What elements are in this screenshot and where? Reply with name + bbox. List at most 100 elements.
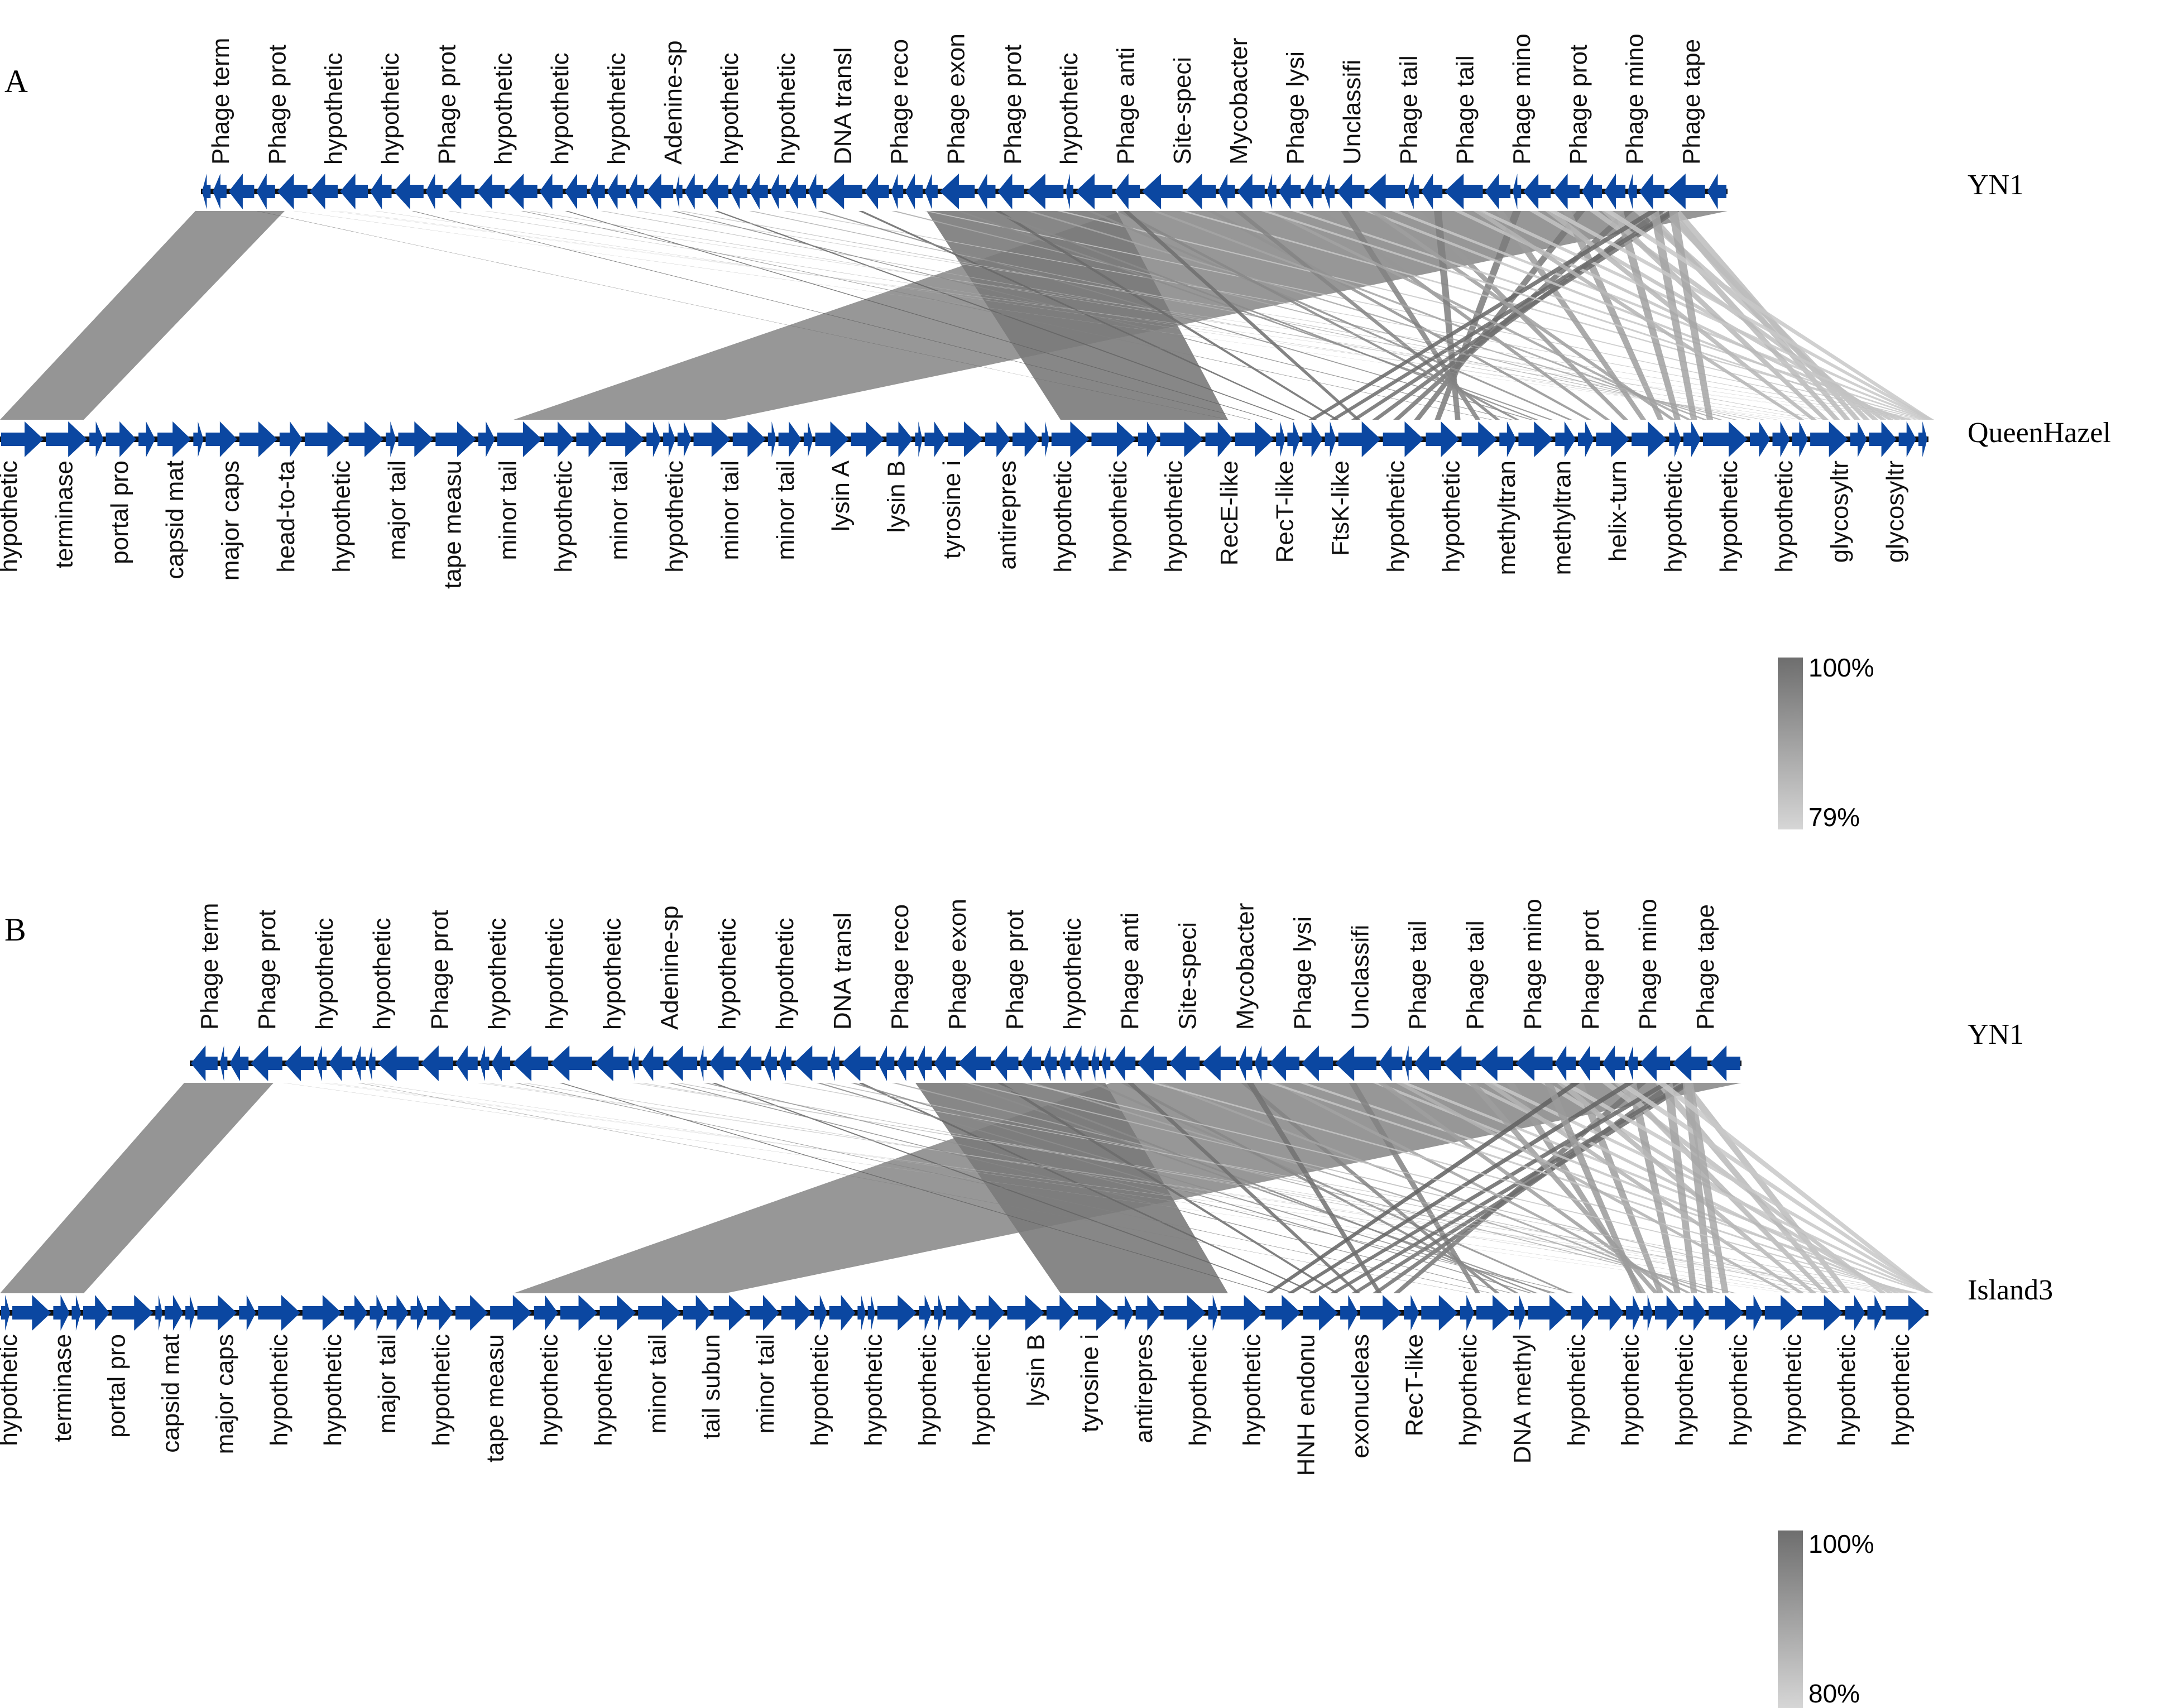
similarity-ribbon xyxy=(1373,1083,1907,1293)
gene-arrow xyxy=(985,421,1010,457)
gene-arrow xyxy=(455,1045,478,1081)
panel-label: A xyxy=(4,63,28,99)
top-gene-label-10: hypothetic xyxy=(771,918,799,1030)
gene-arrow xyxy=(410,1295,425,1331)
top-gene-label-19: Phage lysi xyxy=(1282,51,1309,165)
gene-arrow xyxy=(781,1295,812,1331)
similarity-ribbon xyxy=(965,1083,1850,1293)
top-gene-label-0: Phage term xyxy=(196,903,223,1030)
top-gene-label-1: Phage prot xyxy=(263,45,291,165)
gene-arrow xyxy=(1160,421,1203,457)
bottom-gene-label-24: FtsK-like xyxy=(1327,460,1354,556)
bottom-gene-label-1: terminase xyxy=(50,460,78,568)
similarity-ribbon xyxy=(1614,211,1681,420)
top-gene-label-7: hypothetic xyxy=(603,52,630,165)
similarity-ribbon xyxy=(924,211,1922,420)
bottom-gene-label-11: hypothetic xyxy=(589,1334,617,1446)
similarity-ribbon xyxy=(1668,211,1714,420)
gene-arrow xyxy=(1499,421,1517,457)
similarity-ribbon xyxy=(636,211,1913,420)
similarity-ribbon xyxy=(529,211,1816,420)
gene-arrow xyxy=(693,421,731,457)
top-gene-label-8: Adenine-sp xyxy=(656,905,684,1030)
gene-arrow xyxy=(934,1295,944,1331)
top-genome-track: Phage term Phage prot hypothetic hypothetic… xyxy=(190,899,2024,1081)
gene-arrow xyxy=(370,1295,385,1331)
gene-arrow xyxy=(1683,1295,1707,1331)
bottom-gene-label-27: methyltran xyxy=(1493,460,1520,575)
gene-arrow xyxy=(767,421,776,457)
gene-arrow xyxy=(1020,1045,1042,1081)
gene-arrow xyxy=(1582,174,1603,209)
gene-arrow xyxy=(599,1295,636,1331)
gene-arrow xyxy=(851,421,885,457)
top-gene-label-10: hypothetic xyxy=(773,52,800,165)
gene-arrow xyxy=(977,174,996,209)
bottom-gene-label-4: major caps xyxy=(217,460,244,580)
gene-arrow xyxy=(394,174,424,209)
similarity-ribbon xyxy=(1287,1083,1634,1293)
gene-arrow xyxy=(1802,1295,1843,1331)
similarity-ribbons xyxy=(0,211,1935,420)
similarity-ribbon xyxy=(816,1083,1533,1293)
bottom-gene-label-12: hypothetic xyxy=(661,460,688,573)
similarity-ribbon xyxy=(1628,1083,1681,1293)
bottom-gene-label-5: head-to-ta xyxy=(272,460,300,572)
gene-arrow xyxy=(1596,421,1630,457)
gene-arrow xyxy=(1059,1045,1071,1081)
top-gene-label-14: Phage prot xyxy=(1001,910,1029,1030)
gene-arrow xyxy=(1709,1295,1744,1331)
similarity-ribbon xyxy=(1657,1083,1932,1293)
bottom-gene-label-8: tape measu xyxy=(439,460,466,589)
gene-arrow xyxy=(750,1295,779,1331)
gene-arrow xyxy=(1254,1045,1268,1081)
gene-arrow xyxy=(1265,1295,1301,1331)
bottom-gene-label-18: antirepres xyxy=(994,460,1021,570)
similarity-ribbon xyxy=(1268,1083,1912,1293)
gene-arrow xyxy=(507,174,538,209)
gene-arrow xyxy=(1460,1295,1475,1331)
gene-arrow xyxy=(1,1295,11,1331)
gene-arrow xyxy=(478,421,495,457)
bottom-gene-label-14: minor tail xyxy=(752,1334,779,1434)
bottom-gene-label-16: hypothetic xyxy=(860,1334,887,1446)
gene-arrow xyxy=(1513,1295,1526,1331)
gene-arrow xyxy=(1683,421,1701,457)
gene-arrow xyxy=(1366,174,1405,209)
bottom-gene-label-34: glycosyltr xyxy=(1882,460,1909,563)
bottom-gene-label-20: hypothetic xyxy=(1105,460,1132,573)
gene-arrow xyxy=(229,1045,249,1081)
gene-arrow xyxy=(589,174,605,209)
gene-arrow xyxy=(1602,1045,1625,1081)
similarity-ribbon xyxy=(0,211,285,420)
gene-arrow xyxy=(370,174,392,209)
gene-arrow xyxy=(83,1295,110,1331)
gene-arrow xyxy=(197,1295,237,1331)
gene-arrow xyxy=(705,174,728,209)
gene-arrow xyxy=(1237,174,1265,209)
similarity-ribbon xyxy=(1678,1083,1851,1293)
gene-arrow xyxy=(1184,174,1216,209)
bottom-gene-label-11: minor tail xyxy=(606,460,633,560)
top-gene-label-15: hypothetic xyxy=(1055,52,1083,165)
similarity-ribbon xyxy=(1330,211,1677,420)
gene-arrow xyxy=(896,1045,914,1081)
gene-arrow xyxy=(1885,1295,1927,1331)
similarity-ribbon xyxy=(1351,1083,1694,1293)
gene-arrow xyxy=(825,174,862,209)
top-gene-label-26: Phage tape xyxy=(1678,39,1705,165)
gene-arrow xyxy=(1269,1045,1299,1081)
gene-arrow xyxy=(1792,421,1808,457)
gene-arrow xyxy=(425,174,443,209)
similarity-ribbon xyxy=(1560,1083,1935,1293)
gene-arrow xyxy=(1628,174,1637,209)
gene-arrow xyxy=(343,1295,368,1331)
top-gene-label-8: Adenine-sp xyxy=(660,40,687,165)
bottom-gene-label-21: hypothetic xyxy=(1160,460,1188,573)
gene-arrow xyxy=(284,1045,314,1081)
similarity-ribbon xyxy=(1087,211,1572,420)
gene-arrow xyxy=(1091,421,1136,457)
gene-arrow xyxy=(1669,421,1681,457)
similarity-ribbon xyxy=(1544,1083,1642,1293)
gene-arrow xyxy=(565,174,587,209)
